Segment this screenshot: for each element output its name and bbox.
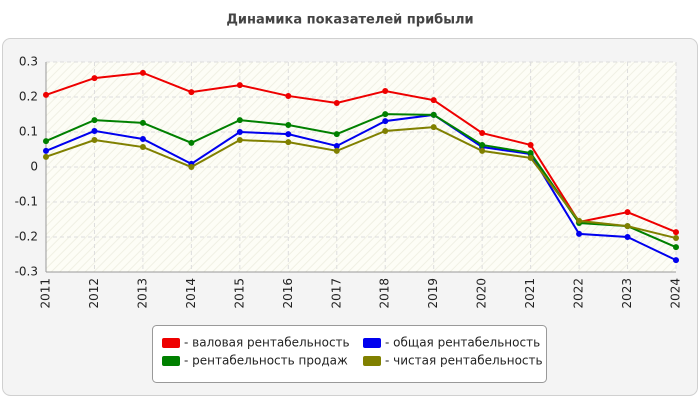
- point: [236, 129, 243, 135]
- point: [188, 89, 195, 96]
- point: [382, 111, 389, 118]
- point: [139, 119, 146, 126]
- point: [430, 97, 437, 104]
- x-tick-label: 2016: [281, 278, 295, 309]
- x-tick-label: 2017: [329, 278, 343, 309]
- point: [236, 117, 243, 124]
- y-tick-label: -0.2: [15, 230, 38, 244]
- point: [624, 223, 631, 230]
- point: [333, 147, 340, 154]
- x-tick-label: 2021: [523, 278, 537, 309]
- point: [333, 131, 340, 138]
- point: [382, 88, 389, 95]
- x-tick-label: 2014: [184, 278, 198, 309]
- point: [285, 122, 292, 128]
- legend-label: - чистая рентабельность: [385, 354, 543, 368]
- y-tick-label: 0.1: [19, 125, 38, 139]
- point: [382, 118, 389, 125]
- legend-label: - валовая рентабельность: [184, 336, 350, 350]
- point: [527, 141, 534, 148]
- y-tick-label: -0.1: [15, 195, 38, 209]
- x-tick-label: 2023: [620, 278, 634, 309]
- point: [43, 153, 49, 160]
- point: [430, 124, 437, 131]
- point: [91, 117, 98, 124]
- point: [430, 111, 437, 118]
- y-tick-label: -0.3: [15, 265, 38, 279]
- point: [236, 82, 243, 89]
- x-tick-label: 2020: [475, 278, 489, 309]
- x-tick-label: 2024: [669, 278, 683, 309]
- point: [382, 127, 389, 134]
- point: [43, 147, 49, 154]
- x-tick-label: 2022: [572, 278, 586, 309]
- point: [188, 164, 195, 170]
- point: [91, 137, 98, 144]
- x-tick-label: 2011: [39, 278, 53, 309]
- x-tick-label: 2019: [426, 278, 440, 309]
- point: [576, 230, 583, 237]
- point: [139, 136, 146, 142]
- point: [285, 92, 292, 99]
- point: [43, 138, 49, 145]
- y-tick-label: 0.3: [19, 55, 38, 69]
- legend-swatch: [363, 356, 381, 366]
- point: [673, 229, 679, 236]
- y-tick-label: 0: [30, 160, 38, 174]
- point: [527, 154, 534, 161]
- point: [188, 139, 195, 146]
- point: [624, 209, 631, 216]
- legend-swatch: [363, 338, 381, 348]
- chart-title: Динамика показателей прибыли: [226, 13, 473, 28]
- legend-label: - общая рентабельность: [385, 336, 540, 350]
- point: [139, 144, 146, 151]
- point: [479, 141, 486, 148]
- point: [139, 69, 146, 76]
- point: [673, 235, 679, 242]
- point: [527, 150, 534, 156]
- point: [91, 75, 98, 82]
- legend-label: - рентабельность продаж: [184, 354, 348, 368]
- legend-swatch: [162, 356, 180, 366]
- point: [333, 143, 340, 149]
- point: [673, 257, 679, 264]
- x-tick-label: 2018: [378, 278, 392, 309]
- series-line: [45, 126, 677, 240]
- point: [91, 127, 98, 134]
- point: [333, 99, 340, 106]
- point: [673, 244, 679, 251]
- point: [236, 137, 243, 144]
- x-tick-label: 2012: [87, 278, 101, 309]
- series-line: [45, 113, 677, 262]
- point: [624, 234, 631, 240]
- point: [479, 147, 486, 154]
- point: [576, 217, 583, 224]
- legend: [152, 325, 547, 383]
- point: [285, 131, 292, 138]
- point: [43, 91, 49, 98]
- point: [285, 139, 292, 146]
- x-tick-label: 2013: [135, 278, 149, 309]
- point: [479, 130, 486, 137]
- y-tick-label: 0.2: [19, 90, 38, 104]
- legend-swatch: [162, 338, 180, 348]
- x-tick-label: 2015: [232, 278, 246, 309]
